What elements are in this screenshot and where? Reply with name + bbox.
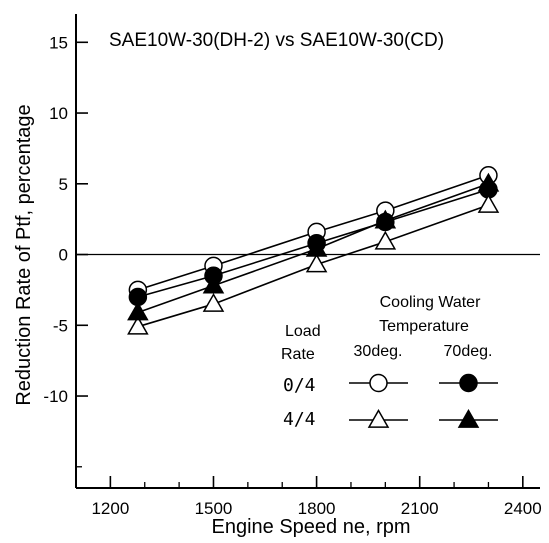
data-point-triangle (305, 237, 328, 257)
legend-row-0of4: 0/4 (283, 375, 316, 396)
series-4-points (127, 172, 500, 321)
data-point-triangle (127, 315, 149, 335)
x-tick-label: 2400 (504, 499, 542, 518)
legend-col-70deg: 70deg. (444, 343, 493, 360)
y-tick-label: 0 (59, 246, 68, 265)
data-point-triangle (202, 293, 225, 312)
y-tick-label: 10 (49, 104, 68, 123)
data-point-triangle (477, 172, 500, 192)
legend-marker-circle (459, 373, 478, 393)
legend-row-4of4: 4/4 (283, 409, 316, 430)
series-group (127, 166, 500, 335)
data-point-triangle (477, 194, 500, 213)
data-point-triangle (305, 253, 328, 273)
x-tick-label: 1200 (91, 499, 129, 518)
data-point-triangle (202, 274, 225, 294)
series-1-points (128, 166, 498, 300)
y-tick-label: -5 (53, 316, 68, 335)
x-tick-label: 1800 (298, 499, 336, 518)
y-axis-title: Reduction Rate of Ptf, percentage (13, 104, 35, 405)
series-3-points (127, 194, 500, 335)
legend-header-line2: Temperature (379, 318, 469, 335)
data-point-triangle (127, 301, 149, 321)
legend-load-label-line2: Rate (281, 346, 315, 363)
legend-marker-triangle (367, 408, 390, 428)
data-point-triangle (374, 230, 397, 250)
tick-labels: 1200 1500 1800 2100 2400 15 10 5 0 -5 -10 (43, 33, 541, 518)
legend-col-30deg: 30deg. (354, 343, 403, 360)
legend: Cooling Water Temperature Load Rate 30de… (281, 294, 498, 430)
legend-load-label-line1: Load (285, 323, 321, 340)
x-tick-label: 1500 (195, 499, 233, 518)
data-point-triangle (374, 209, 397, 229)
legend-marker-circle (369, 373, 388, 393)
tick-marks (76, 41, 524, 488)
x-tick-label: 2100 (401, 499, 439, 518)
x-axis-title: Engine Speed ne, rpm (211, 516, 410, 538)
y-tick-label: 5 (59, 175, 68, 194)
chart-title: SAE10W-30(DH-2) vs SAE10W-30(CD) (109, 30, 444, 51)
y-tick-label: -10 (43, 387, 68, 406)
legend-markers (349, 373, 498, 428)
legend-marker-triangle (457, 408, 480, 428)
y-tick-label: 15 (49, 33, 68, 52)
legend-header-line1: Cooling Water (380, 294, 481, 311)
